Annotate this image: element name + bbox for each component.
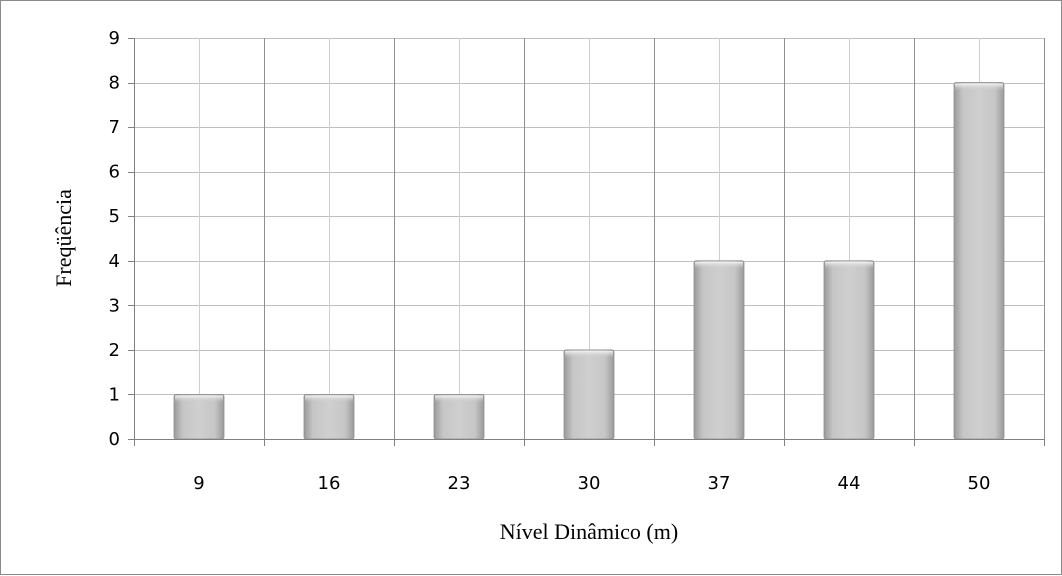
y-tick-label-6: 6 [109, 162, 120, 183]
x-axis-title: Nível Dinâmico (m) [500, 519, 678, 544]
x-tick-label-23: 23 [448, 473, 471, 494]
bar-body-37 [693, 260, 745, 440]
bars [173, 82, 1005, 440]
bar-37 [693, 260, 745, 440]
bar-16 [303, 394, 355, 440]
y-tick-label-5: 5 [109, 206, 120, 227]
y-tick-label-8: 8 [109, 73, 120, 94]
bar-bevel-30 [565, 350, 613, 358]
x-tick-label-37: 37 [708, 473, 731, 494]
y-tick-label-7: 7 [109, 117, 120, 138]
bar-bevel-9 [175, 395, 223, 403]
y-tick-label-0: 0 [109, 429, 120, 450]
x-tick-label-50: 50 [968, 473, 991, 494]
x-tick-label-16: 16 [318, 473, 341, 494]
y-axis-title: Freqüência [51, 189, 76, 287]
bar-bevel-37 [695, 261, 743, 269]
y-tick-label-1: 1 [109, 384, 120, 405]
bar-bevel-23 [435, 395, 483, 403]
bar-bevel-50 [955, 83, 1003, 91]
y-tick-labels: 0 1 2 3 4 5 6 7 8 9 [109, 28, 120, 450]
x-tick-label-30: 30 [578, 473, 601, 494]
y-tick-label-4: 4 [109, 251, 120, 272]
x-tick-label-44: 44 [838, 473, 861, 494]
y-tick-label-2: 2 [109, 340, 120, 361]
axes [128, 38, 1045, 446]
y-tick-label-9: 9 [109, 28, 120, 49]
bar-30 [563, 349, 615, 440]
x-tick-labels: 9 16 23 30 37 44 50 [193, 473, 990, 494]
bar-23 [433, 394, 485, 440]
bar-50 [953, 82, 1005, 440]
bar-body-50 [953, 82, 1005, 440]
y-tick-label-3: 3 [109, 295, 120, 316]
x-tick-label-9: 9 [193, 473, 204, 494]
bar-9 [173, 394, 225, 440]
bar-44 [823, 260, 875, 440]
bar-body-44 [823, 260, 875, 440]
bar-bevel-16 [305, 395, 353, 403]
bar-bevel-44 [825, 261, 873, 269]
bar-body-30 [563, 349, 615, 440]
